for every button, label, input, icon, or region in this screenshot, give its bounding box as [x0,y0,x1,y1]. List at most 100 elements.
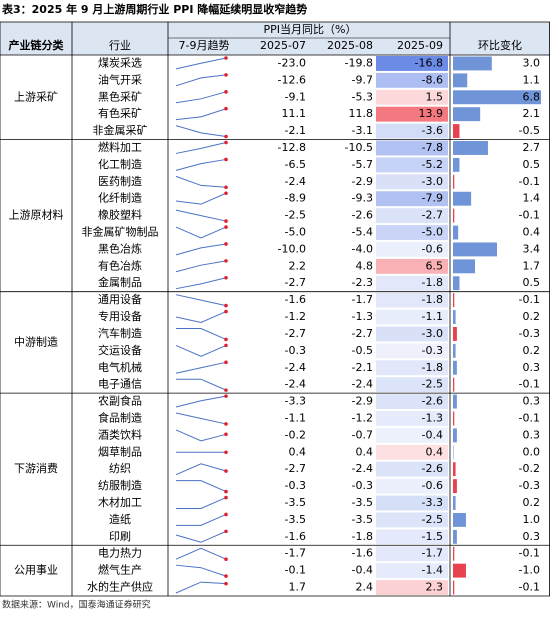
change: 0.2 [523,344,541,357]
industry: 有色冶炼 [98,258,142,272]
heat-cell [376,394,448,410]
change: 1.4 [523,192,541,205]
value: -2.9 [352,395,373,408]
value: 0.4 [426,445,444,458]
change-bar [453,107,481,122]
value: -1.8 [422,361,443,374]
sparkline-end [224,360,228,365]
industry: 水的生产供应 [87,580,153,594]
value: -0.7 [352,428,373,441]
industry: 非金属矿物制品 [82,225,159,239]
sparkline [175,108,227,121]
heat-cell [376,258,448,274]
value: -7.8 [422,141,443,154]
value: -2.5 [285,209,306,222]
heat-cell [376,478,448,494]
value: -2.7 [285,462,306,475]
change-bar [453,343,456,358]
header-industry: 行业 [109,39,131,52]
change-bar [453,141,488,155]
industry: 酒类饮料 [98,427,142,441]
change-bar [453,73,468,88]
change: -0.1 [519,547,540,560]
value: -1.8 [352,530,373,543]
change: 0.3 [523,395,541,408]
sparkline-end [224,140,228,145]
change-bar [453,529,457,544]
change: -0.1 [519,411,540,424]
heat-cell [376,241,448,257]
sparkline-end [224,512,228,517]
value: -0.1 [285,564,306,577]
heat-cell [376,546,448,562]
sparkline [175,294,227,307]
value: -23.0 [278,56,306,69]
sparkline-end [224,495,228,500]
value: -1.6 [285,530,306,543]
value: -3.3 [285,395,306,408]
sparkline [175,243,227,256]
value: -5.3 [352,90,373,103]
sparkline [175,463,227,476]
change: 1.1 [523,73,541,86]
industry: 汽车制造 [98,326,142,340]
change: -0.1 [519,581,540,594]
industry: 油气开采 [98,72,142,86]
value: -3.3 [422,496,443,509]
sparkline [175,547,227,560]
industry: 通用设备 [98,292,142,306]
value: -2.7 [352,327,373,340]
value: -3.0 [422,327,443,340]
sparkline-end [224,574,228,578]
value: -1.7 [352,293,373,306]
value: -2.1 [285,124,306,137]
change-bar [453,56,492,71]
heat-cell [376,174,448,190]
value: -2.9 [352,175,373,188]
heat-cell [376,309,448,325]
change: -0.5 [519,124,540,137]
header-month: 2025-09 [397,39,443,52]
industry: 木材加工 [98,495,142,509]
change-bar [453,428,457,443]
sparkline-end [224,56,228,60]
sparkline [175,277,227,290]
sparkline-end [224,489,228,494]
sparkline-end [224,432,228,437]
group-name: 上游采矿 [14,90,58,103]
industry: 金属制品 [98,275,142,289]
change: 1.7 [523,259,541,272]
value: -1.8 [422,293,443,306]
industry: 煤炭采选 [98,56,142,69]
heat-cell [376,106,448,122]
value: 0.4 [356,445,374,458]
change: 0.3 [523,428,541,441]
value: -1.5 [422,530,443,543]
value: -9.1 [285,90,306,103]
sparkline [175,192,227,205]
change: 0.2 [523,310,541,323]
header-change: 环比变化 [478,38,522,52]
industry: 纺织 [109,461,131,475]
change-bar [453,310,456,324]
sparkline [175,344,227,357]
change-bar [453,512,466,527]
change-bar [453,293,455,308]
industry: 造纸 [109,512,131,526]
value: 2.4 [356,581,374,594]
sparkline-end [224,185,228,190]
change-bar [453,327,457,341]
industry: 纺服制造 [98,478,142,492]
value: -1.1 [422,310,443,323]
change-bar [453,462,456,477]
heat-cell [376,461,448,477]
industry: 烟草制品 [98,444,142,458]
value: 2.3 [426,581,444,594]
industry: 电气机械 [98,360,142,374]
sparkline [175,530,227,543]
value: -19.8 [345,56,373,69]
sparkline-end [224,581,228,586]
change-bar [453,208,455,223]
change-bar [453,276,460,291]
sparkline [175,158,227,171]
